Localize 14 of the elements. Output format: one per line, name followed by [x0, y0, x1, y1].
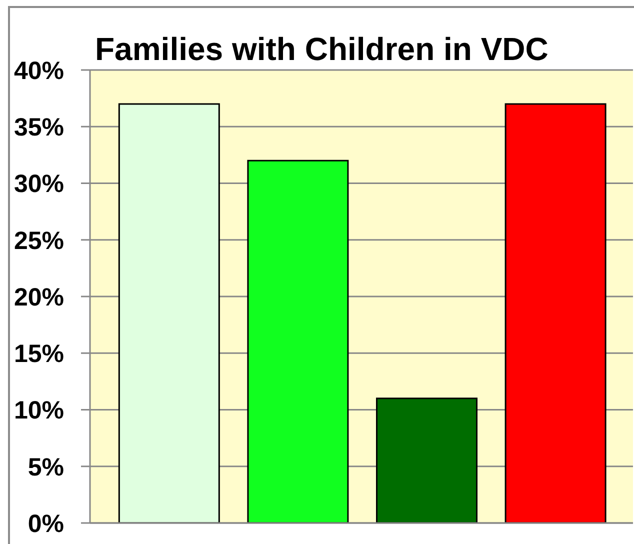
y-tick-label: 25%: [14, 226, 64, 255]
y-tick-label: 35%: [14, 114, 64, 142]
bar: [247, 160, 349, 523]
y-tick-label: 40%: [14, 56, 64, 85]
bar: [504, 103, 606, 523]
bar: [376, 398, 478, 523]
bar: [118, 103, 220, 523]
chart-title: Families with Children in VDC: [95, 31, 548, 67]
y-tick-label: 0%: [28, 510, 64, 538]
y-tick-label: 15%: [14, 340, 64, 368]
y-tick-label: 5%: [28, 453, 64, 482]
y-tick-label: 30%: [14, 170, 64, 198]
y-tick-label: 20%: [14, 283, 64, 312]
y-tick-label: 10%: [14, 396, 64, 425]
